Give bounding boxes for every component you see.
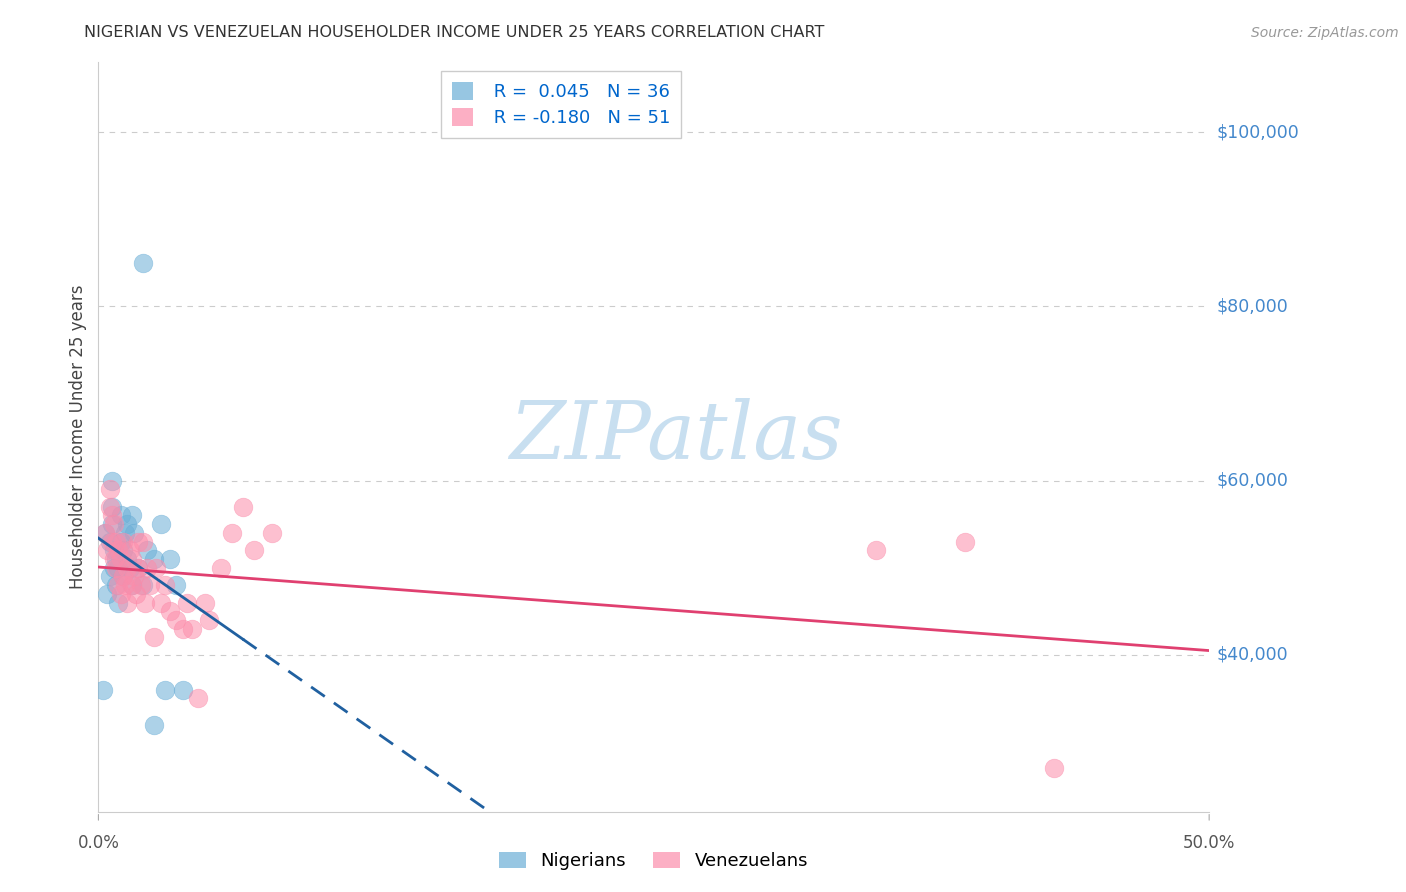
Point [98, 534, 121, 549]
Text: $80,000: $80,000 [1216, 297, 1288, 316]
Point [121, 578, 143, 592]
Point [117, 596, 139, 610]
Point [121, 552, 143, 566]
Point [103, 543, 125, 558]
Point [110, 508, 132, 523]
Point [107, 561, 129, 575]
Point [143, 552, 166, 566]
Point [209, 561, 232, 575]
Point [232, 500, 254, 514]
Text: Source: ZipAtlas.com: Source: ZipAtlas.com [1251, 26, 1399, 40]
Point [221, 525, 243, 540]
Point [153, 682, 176, 697]
Point [127, 534, 149, 549]
Point [127, 561, 149, 575]
Point [103, 517, 125, 532]
Point [105, 534, 128, 549]
Point [260, 525, 283, 540]
Point [176, 596, 198, 610]
Point [136, 561, 159, 575]
Point [117, 552, 139, 566]
Point [121, 578, 143, 592]
Point [132, 256, 155, 270]
Point [149, 517, 172, 532]
Point [159, 604, 181, 618]
Point [153, 578, 176, 592]
Point [132, 534, 155, 549]
Point [117, 517, 139, 532]
Point [117, 561, 139, 575]
Point [198, 613, 221, 627]
Point [118, 543, 141, 558]
Point [91, 682, 114, 697]
Text: 0.0%: 0.0% [77, 834, 120, 852]
Point [111, 569, 134, 583]
Text: 50.0%: 50.0% [1182, 834, 1236, 852]
Point [187, 691, 209, 706]
Point [105, 552, 128, 566]
Point [110, 552, 132, 566]
Point [100, 500, 122, 514]
Point [114, 525, 136, 540]
Point [98, 483, 121, 497]
Point [865, 543, 887, 558]
Point [107, 596, 129, 610]
Point [132, 578, 155, 592]
Point [94, 525, 117, 540]
Point [172, 622, 194, 636]
Legend: Nigerians, Venezuelans: Nigerians, Venezuelans [492, 845, 815, 878]
Point [1042, 761, 1064, 775]
Text: $40,000: $40,000 [1216, 646, 1288, 664]
Point [107, 543, 129, 558]
Point [159, 552, 181, 566]
Point [953, 534, 976, 549]
Point [122, 569, 145, 583]
Point [243, 543, 266, 558]
Point [145, 561, 167, 575]
Point [134, 596, 156, 610]
Text: NIGERIAN VS VENEZUELAN HOUSEHOLDER INCOME UNDER 25 YEARS CORRELATION CHART: NIGERIAN VS VENEZUELAN HOUSEHOLDER INCOM… [84, 25, 825, 40]
Point [122, 525, 145, 540]
Point [111, 543, 134, 558]
Text: $60,000: $60,000 [1216, 472, 1288, 490]
Point [110, 587, 132, 601]
Point [94, 525, 117, 540]
Point [105, 578, 128, 592]
Point [103, 561, 125, 575]
Point [105, 561, 128, 575]
Point [96, 543, 118, 558]
Point [103, 552, 125, 566]
Point [125, 587, 148, 601]
Point [118, 561, 141, 575]
Point [100, 508, 122, 523]
Point [110, 534, 132, 549]
Point [98, 569, 121, 583]
Point [165, 613, 187, 627]
Point [127, 561, 149, 575]
Point [96, 587, 118, 601]
Point [114, 578, 136, 592]
Point [98, 500, 121, 514]
Point [100, 517, 122, 532]
Point [194, 596, 217, 610]
Point [138, 578, 160, 592]
Point [129, 578, 152, 592]
Point [180, 622, 202, 636]
Y-axis label: Householder Income Under 25 years: Householder Income Under 25 years [69, 285, 87, 590]
Point [143, 717, 166, 731]
Point [121, 508, 143, 523]
Point [100, 534, 122, 549]
Point [149, 596, 172, 610]
Point [111, 569, 134, 583]
Point [172, 682, 194, 697]
Point [111, 534, 134, 549]
Point [143, 631, 166, 645]
Text: $100,000: $100,000 [1216, 123, 1299, 141]
Point [107, 578, 129, 592]
Point [100, 474, 122, 488]
Text: ZIPatlas: ZIPatlas [509, 399, 842, 475]
Point [136, 543, 159, 558]
Point [165, 578, 187, 592]
